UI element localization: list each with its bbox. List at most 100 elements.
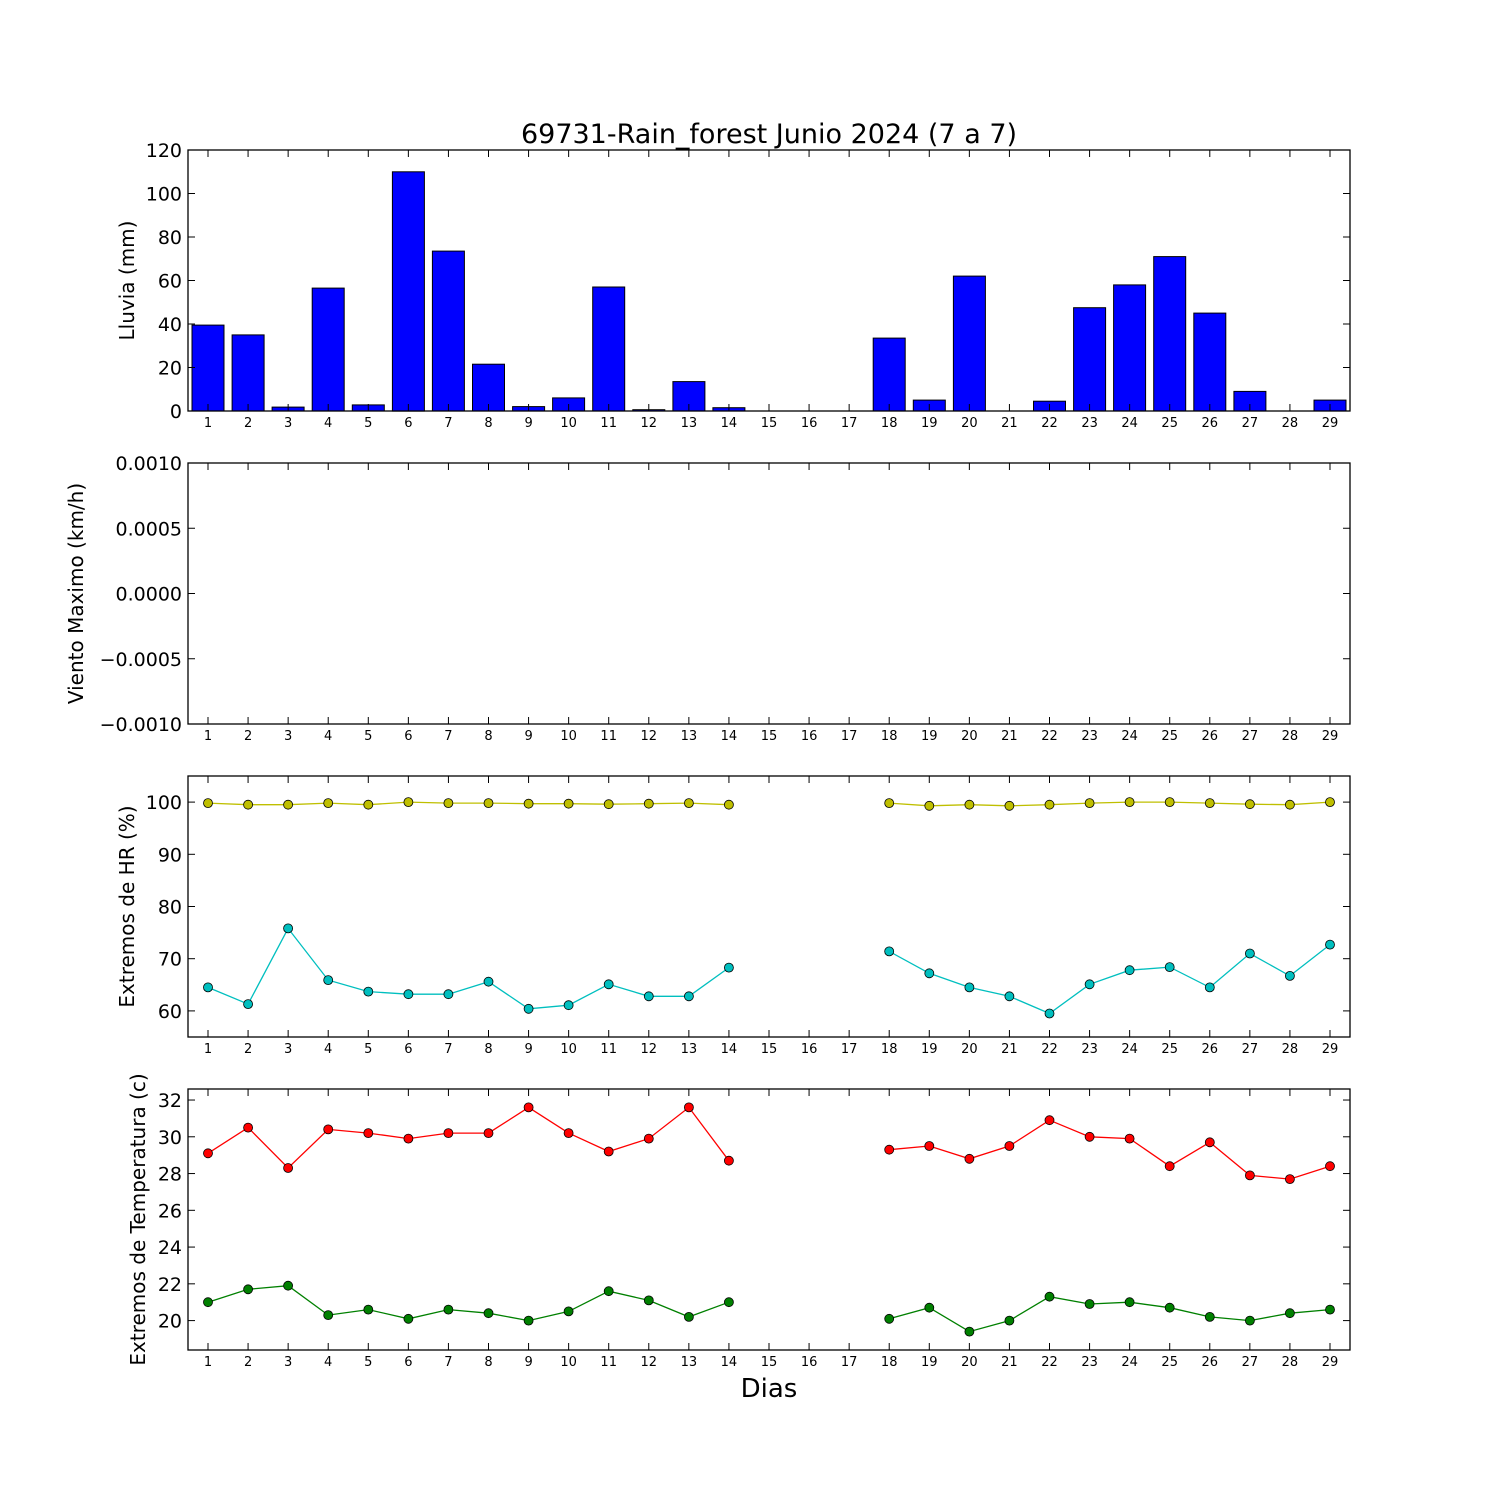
bar-day-11 [592, 286, 626, 412]
series-2-point-day-7 [443, 989, 454, 1000]
x-tick-label: 4 [324, 729, 332, 744]
series-1-point-day-4 [323, 798, 334, 808]
x-tick-label: 14 [721, 416, 738, 431]
x-tick-label: 18 [881, 1355, 898, 1370]
x-tick-label: 27 [1242, 1355, 1259, 1370]
series-2-point-day-1 [203, 982, 213, 993]
x-tick-label: 17 [841, 416, 858, 431]
x-tick-label: 16 [801, 1042, 818, 1057]
x-tick-label: 26 [1202, 1042, 1219, 1057]
x-tick-label: 1 [204, 1355, 212, 1370]
series-1-point-day-5 [363, 1128, 374, 1138]
y-tick-label: 0.0010 [116, 453, 182, 475]
x-tick-label: 25 [1161, 1355, 1178, 1370]
plot-frame [187, 462, 1351, 725]
series-2-point-day-26 [1204, 1312, 1215, 1322]
series-1-point-day-9 [523, 798, 534, 809]
x-tick-label: 15 [761, 729, 778, 744]
series-1-point-day-22 [1044, 799, 1055, 810]
series-1-point-day-11 [603, 799, 614, 810]
series-2-point-day-21 [1004, 991, 1015, 1002]
series-2-point-day-20 [964, 982, 975, 993]
y-tick-label: 32 [158, 1090, 182, 1112]
x-tick-label: 12 [641, 1042, 658, 1057]
series-2-point-day-11 [603, 979, 614, 990]
bar-day-4 [311, 287, 345, 412]
x-tick-label: 7 [444, 1355, 452, 1370]
x-tick-label: 3 [284, 729, 292, 744]
y-tick-label: 20 [158, 1311, 182, 1333]
series-1-point-day-14 [724, 799, 734, 810]
series-1-point-day-13 [684, 798, 694, 808]
x-tick-label: 3 [284, 1042, 292, 1057]
series-2-point-day-10 [563, 1000, 574, 1011]
y-tick-label: 30 [158, 1127, 182, 1149]
x-tick-label: 13 [681, 729, 698, 744]
x-tick-label: 3 [284, 416, 292, 431]
plot-frame [187, 775, 1351, 1038]
y-tick-label: 70 [158, 949, 182, 971]
series-2-line [888, 944, 1331, 1015]
series-1-point-day-25 [1164, 797, 1175, 807]
series-1-point-day-24 [1124, 1133, 1135, 1144]
x-tick-label: 22 [1041, 1355, 1058, 1370]
x-tick-label: 21 [1001, 416, 1018, 431]
series-2-point-day-29 [1325, 1304, 1335, 1315]
bar-day-25 [1153, 256, 1187, 412]
x-tick-label: 13 [681, 416, 698, 431]
series-1-point-day-18 [884, 1144, 895, 1155]
y-tick-label: 100 [146, 184, 182, 206]
x-tick-label: 11 [600, 1355, 617, 1370]
x-tick-label: 27 [1242, 729, 1259, 744]
x-tick-label: 9 [524, 1355, 532, 1370]
x-tick-label: 20 [961, 416, 978, 431]
y-tick-label: 80 [158, 897, 182, 919]
x-tick-label: 22 [1041, 729, 1058, 744]
x-tick-label: 23 [1081, 1355, 1098, 1370]
series-1-point-day-9 [523, 1102, 534, 1113]
x-tick-label: 5 [364, 416, 372, 431]
series-1-point-day-19 [924, 1141, 935, 1151]
x-tick-label: 2 [244, 1355, 252, 1370]
x-tick-label: 10 [560, 1355, 577, 1370]
x-tick-label: 14 [721, 1355, 738, 1370]
y-tick-label: 40 [158, 314, 182, 336]
x-tick-label: 16 [801, 1355, 818, 1370]
x-tick-label: 24 [1121, 1355, 1138, 1370]
x-tick-label: 14 [721, 1042, 738, 1057]
series-1-line [889, 1119, 1331, 1180]
bar-day-2 [231, 334, 265, 412]
series-1-point-day-1 [203, 798, 213, 808]
series-1-point-day-23 [1084, 1131, 1095, 1142]
x-tick-label: 21 [1001, 1042, 1018, 1057]
series-2-point-day-18 [884, 946, 895, 957]
series-1-point-day-20 [964, 799, 975, 810]
x-tick-label: 4 [324, 1355, 332, 1370]
series-1-point-day-7 [443, 798, 454, 808]
x-tick-label: 11 [600, 1042, 617, 1057]
series-1-point-day-24 [1124, 797, 1135, 807]
series-1-point-day-27 [1245, 799, 1255, 810]
series-1-point-day-6 [403, 797, 414, 807]
series-2-point-day-23 [1084, 979, 1095, 990]
series-2-point-day-20 [964, 1326, 975, 1337]
chart-title: 69731-Rain_forest Junio 2024 (7 a 7) [521, 119, 1017, 150]
bar-day-23 [1073, 307, 1107, 412]
series-2-line [207, 1285, 730, 1322]
x-tick-label: 6 [404, 1355, 412, 1370]
bar-day-24 [1113, 284, 1147, 412]
x-tick-label: 15 [761, 1042, 778, 1057]
x-tick-label: 5 [364, 1355, 372, 1370]
x-tick-label: 29 [1322, 416, 1339, 431]
series-1-point-day-28 [1285, 799, 1295, 810]
series-2-point-day-8 [483, 1308, 494, 1319]
y-tick-label: 0 [170, 401, 182, 423]
y-tick-label: 90 [158, 844, 182, 866]
series-1-point-day-25 [1164, 1161, 1175, 1172]
series-2-point-day-4 [323, 975, 334, 985]
x-tick-label: 12 [641, 416, 658, 431]
series-2-point-day-12 [643, 991, 654, 1002]
series-1-point-day-8 [483, 1128, 494, 1138]
series-1-point-day-22 [1044, 1115, 1055, 1126]
